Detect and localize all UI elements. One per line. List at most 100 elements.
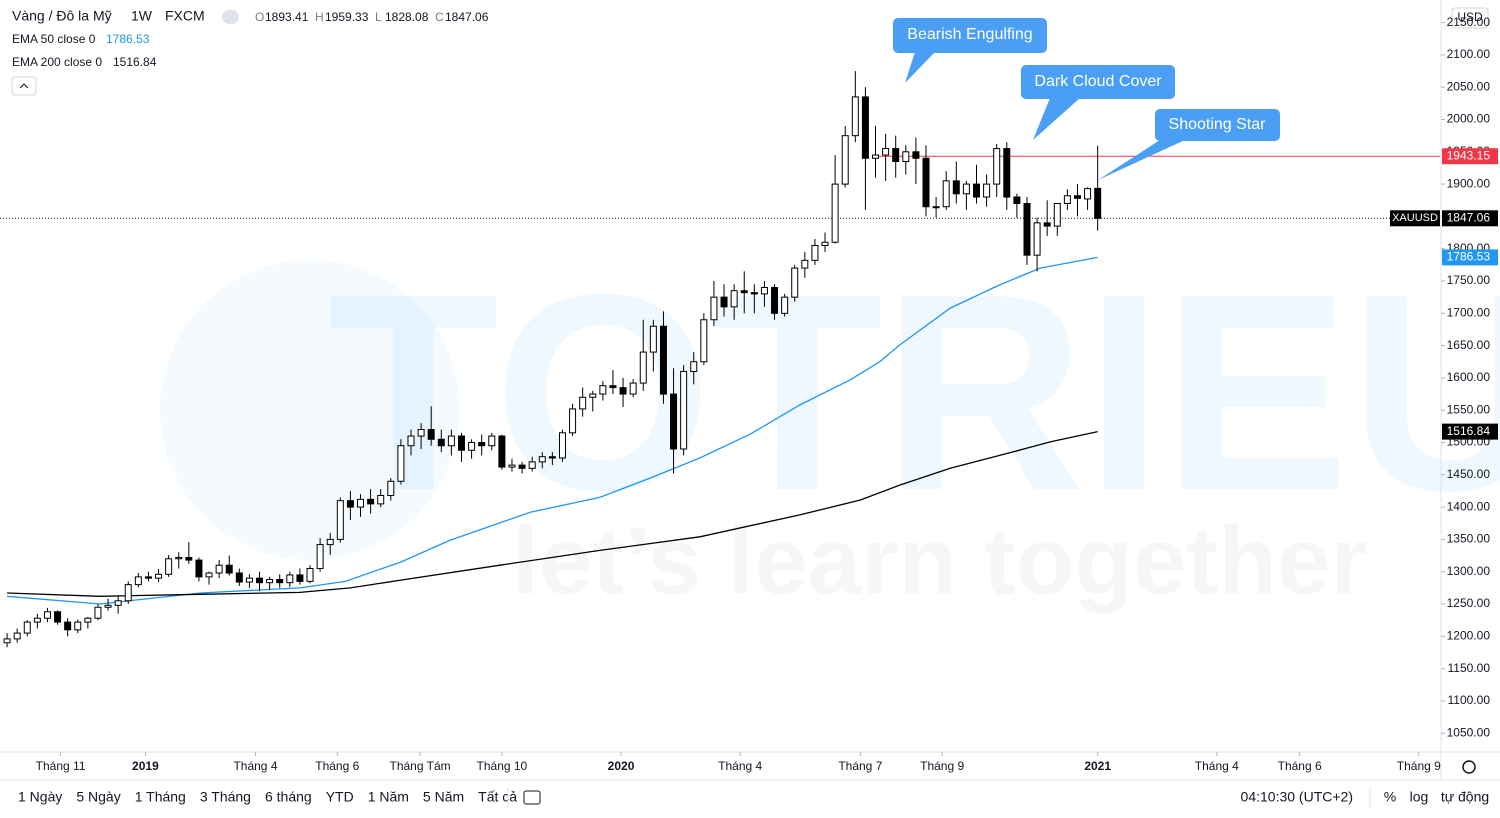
candle-body xyxy=(771,286,779,314)
y-tick-label: 1350.00 xyxy=(1447,532,1491,546)
candle-body xyxy=(538,456,546,463)
x-tick-label: Tháng 4 xyxy=(1195,759,1239,773)
candle-body xyxy=(195,559,203,578)
y-tick-label: 1750.00 xyxy=(1447,273,1491,287)
legend-toggle-icon xyxy=(19,83,29,89)
symbol-marker xyxy=(1390,210,1440,227)
candle-body xyxy=(215,564,223,574)
x-tick-label: 2020 xyxy=(608,759,635,773)
candle-body xyxy=(801,259,809,269)
range-button[interactable]: YTD xyxy=(326,789,354,805)
price-marker-label: 1847.06 xyxy=(1447,210,1491,224)
candle-body xyxy=(407,435,415,447)
candle-body xyxy=(326,538,334,546)
x-tick-label: 2021 xyxy=(1084,759,1111,773)
candle-body xyxy=(851,96,859,137)
candle-body xyxy=(912,151,920,159)
candle-body xyxy=(165,558,173,575)
range-button[interactable]: Tất cả xyxy=(478,789,517,805)
candle-body xyxy=(498,435,506,468)
price-marker-label: 1516.84 xyxy=(1447,424,1491,438)
y-tick-label: 1150.00 xyxy=(1448,661,1491,675)
ohlc-label: L xyxy=(375,10,382,24)
x-tick-label: Tháng 9 xyxy=(1397,759,1441,773)
candle-body xyxy=(1084,188,1092,200)
candle-body xyxy=(13,632,21,640)
watermark: TOTRIEU let’s learn together xyxy=(160,237,1500,560)
settings-icon[interactable] xyxy=(1462,760,1476,774)
candle-body xyxy=(1073,195,1081,199)
candle-body xyxy=(882,148,890,156)
x-tick-label: Tháng 10 xyxy=(477,759,528,773)
source: FXCM xyxy=(165,8,205,24)
clock: 04:10:30 (UTC+2) xyxy=(1241,789,1353,805)
callout-pointer xyxy=(1098,140,1185,180)
scale-option[interactable]: % xyxy=(1384,789,1396,805)
candle-body xyxy=(235,572,243,583)
candle-body xyxy=(750,292,758,295)
y-tick-label: 2100.00 xyxy=(1447,47,1491,61)
price-marker xyxy=(1442,148,1498,165)
candle-body xyxy=(437,438,445,447)
legend-toggle[interactable] xyxy=(11,76,37,96)
candle-body xyxy=(760,286,768,295)
x-tick-label: Tháng 11 xyxy=(36,759,86,773)
range-button[interactable]: 3 Tháng xyxy=(200,789,251,805)
candle-body xyxy=(175,556,183,560)
legend-name: EMA 50 close 0 xyxy=(12,32,96,46)
candle-body xyxy=(266,578,274,584)
candle-body xyxy=(205,572,213,578)
scale-option[interactable]: tự động xyxy=(1441,789,1489,805)
range-button[interactable]: 5 Năm xyxy=(423,789,464,805)
candle-body xyxy=(599,385,607,395)
price-marker xyxy=(1442,210,1498,227)
watermark-logo xyxy=(160,260,460,560)
candle-body xyxy=(619,387,627,395)
candle-body xyxy=(478,442,486,447)
symbol-title: Vàng / Đô la Mỹ xyxy=(12,8,112,24)
x-tick-label: Tháng 6 xyxy=(1278,759,1322,773)
x-tick-label: Tháng 4 xyxy=(233,759,277,773)
y-tick-label: 1200.00 xyxy=(1447,628,1491,642)
y-tick-label: 1450.00 xyxy=(1447,467,1491,481)
candle-body xyxy=(286,574,294,584)
price-marker-label: 1943.15 xyxy=(1447,148,1491,162)
currency: USD xyxy=(1457,10,1483,24)
range-button[interactable]: 6 tháng xyxy=(265,789,312,805)
range-button[interactable]: 1 Ngày xyxy=(18,789,62,805)
price-marker xyxy=(1442,423,1498,440)
candle-body xyxy=(488,435,496,447)
price-marker-label: 1786.53 xyxy=(1447,250,1491,264)
range-button[interactable]: 5 Ngày xyxy=(76,789,120,805)
candle-body xyxy=(548,456,556,459)
candle-body xyxy=(649,325,657,353)
date-range-icon[interactable] xyxy=(523,790,541,805)
candle-body xyxy=(74,621,82,631)
symbol-marker-label: XAUUSD xyxy=(1392,212,1438,224)
ohlc-label: C xyxy=(435,10,444,24)
candle-body xyxy=(811,244,819,261)
currency-box[interactable] xyxy=(1451,7,1489,29)
y-tick-label: 1900.00 xyxy=(1447,176,1491,190)
candle-body xyxy=(932,206,940,209)
candle-body xyxy=(972,183,980,198)
callout-text: Dark Cloud Cover xyxy=(1034,73,1162,90)
callout-text: Bearish Engulfing xyxy=(907,26,1032,43)
candle-body xyxy=(861,96,869,159)
y-tick-label: 1250.00 xyxy=(1447,596,1491,610)
candle-body xyxy=(872,154,880,159)
scale-option[interactable]: log xyxy=(1410,789,1429,805)
range-button[interactable]: 1 Tháng xyxy=(135,789,186,805)
candle-body xyxy=(952,180,960,195)
y-tick-label: 1300.00 xyxy=(1447,564,1491,578)
collapse-button[interactable] xyxy=(222,10,239,24)
candle-body xyxy=(629,382,637,395)
candle-body xyxy=(639,351,647,384)
candle-body xyxy=(124,584,132,602)
range-button[interactable]: 1 Năm xyxy=(368,789,409,805)
candle-body xyxy=(740,290,748,294)
ohlc-label: O xyxy=(255,10,264,24)
ohlc-value: 1828.08 xyxy=(385,10,429,24)
callout-pointer xyxy=(900,52,935,83)
